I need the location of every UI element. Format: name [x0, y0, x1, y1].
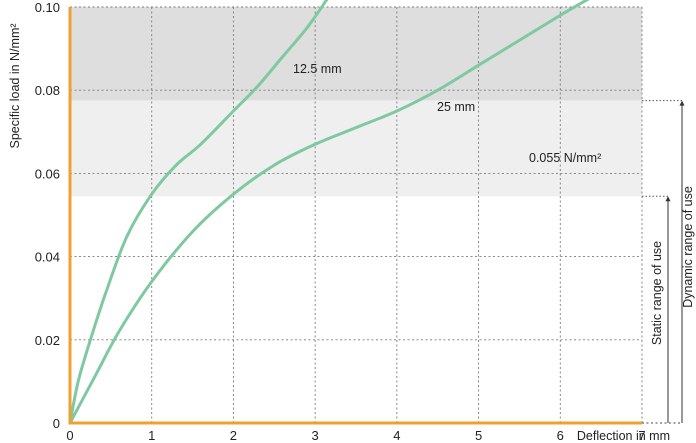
grid — [70, 6, 643, 423]
x-tick-label-5: 5 — [475, 428, 482, 443]
x-tick-label-1: 1 — [148, 428, 155, 443]
static-range-arrowhead — [665, 196, 671, 202]
y-tick-label-1: 0.02 — [35, 333, 60, 348]
x-tick-label-6: 6 — [557, 428, 564, 443]
x-axis-label: Deflection in mm — [577, 429, 670, 443]
x-tick-label-2: 2 — [230, 428, 237, 443]
annotation-25mm: 25 mm — [437, 100, 475, 114]
x-tick-label-7: 7 — [638, 428, 645, 443]
band-0 — [70, 7, 642, 101]
dynamic-range-label: Dynamic range of use — [681, 186, 695, 308]
tick-labels: 0 1 2 3 4 5 6 7 0 0.02 0.04 0.06 0.08 0.10 — [35, 0, 646, 443]
x-tick-label-4: 4 — [393, 428, 400, 443]
usage-bands — [70, 7, 642, 197]
series-line-0 — [68, 0, 329, 425]
static-range-label: Static range of use — [650, 241, 664, 345]
y-tick-label-3: 0.06 — [35, 166, 60, 181]
y-tick-label-4: 0.08 — [35, 83, 60, 98]
annotation-12-5mm: 12.5 mm — [293, 62, 342, 76]
range-arrows — [642, 100, 685, 423]
x-tick-label-3: 3 — [312, 428, 319, 443]
annotation-static-limit: 0.055 N/mm² — [529, 151, 601, 165]
curves — [68, 0, 590, 425]
y-tick-label-0: 0 — [53, 416, 60, 431]
y-axis-label: Specific load in N/mm² — [8, 23, 22, 148]
y-tick-label-5: 0.10 — [35, 0, 60, 15]
y-tick-label-2: 0.04 — [35, 250, 60, 265]
x-tick-label-0: 0 — [66, 428, 73, 443]
band-1 — [70, 100, 642, 197]
series-line-1 — [68, 0, 590, 425]
dynamic-range-arrowhead — [679, 100, 685, 106]
axes — [68, 7, 680, 425]
